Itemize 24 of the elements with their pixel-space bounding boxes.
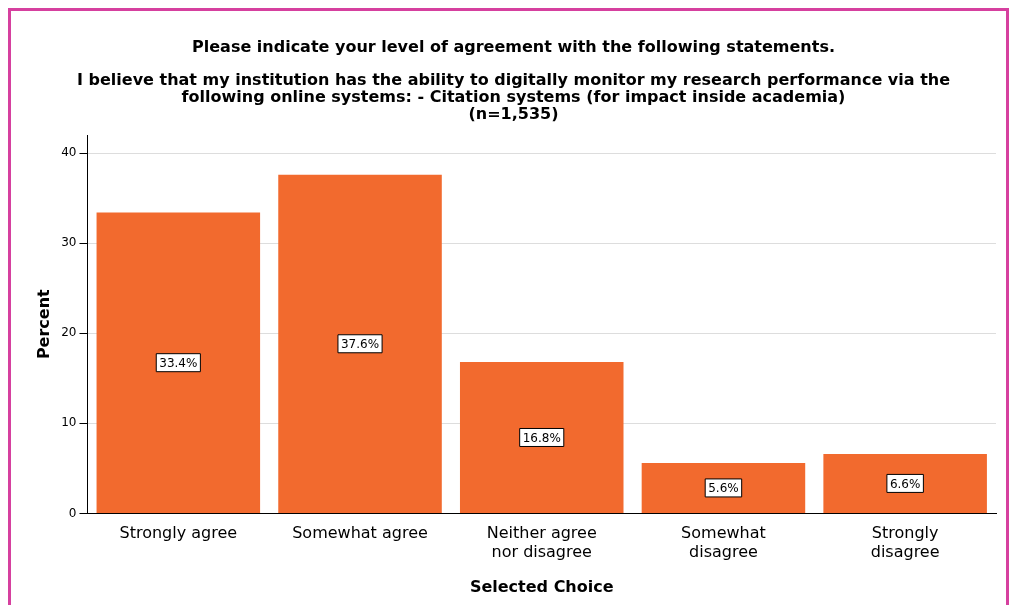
bar — [278, 174, 442, 513]
data-label: 16.8% — [522, 430, 561, 445]
x-axis-title: Selected Choice — [469, 576, 614, 596]
x-tick-label: Neither agree nor disagree — [486, 523, 597, 562]
data-label: 5.6% — [708, 481, 739, 496]
y-tick-label: 20 — [61, 325, 77, 340]
bar — [96, 212, 261, 513]
y-tick-label: 40 — [61, 145, 77, 160]
y-tick-label: 0 — [68, 505, 77, 520]
chart-subtitle: I believe that my institution has the ability to digitally monitor my research performance via the following online systems: - Citation systems (for impact inside academia) (n=1,535) — [76, 70, 951, 123]
y-tick-label: 10 — [61, 415, 77, 430]
chart-title: Please indicate your level of agreement with the following statements. — [192, 36, 835, 56]
x-tick-label: Strongly disagree — [870, 523, 940, 562]
data-label: 33.4% — [159, 355, 198, 370]
y-axis-title: Percent — [33, 288, 53, 360]
data-label: 6.6% — [889, 476, 921, 491]
x-tick-label: Strongly agree — [119, 523, 238, 543]
bar — [641, 462, 806, 513]
y-tick-label: 30 — [61, 235, 77, 250]
data-label: 37.6% — [340, 336, 380, 351]
x-tick-label: Somewhat agree — [292, 523, 428, 543]
bar — [459, 362, 624, 513]
bar — [823, 453, 987, 513]
x-tick-label: Somewhat disagree — [681, 523, 766, 562]
